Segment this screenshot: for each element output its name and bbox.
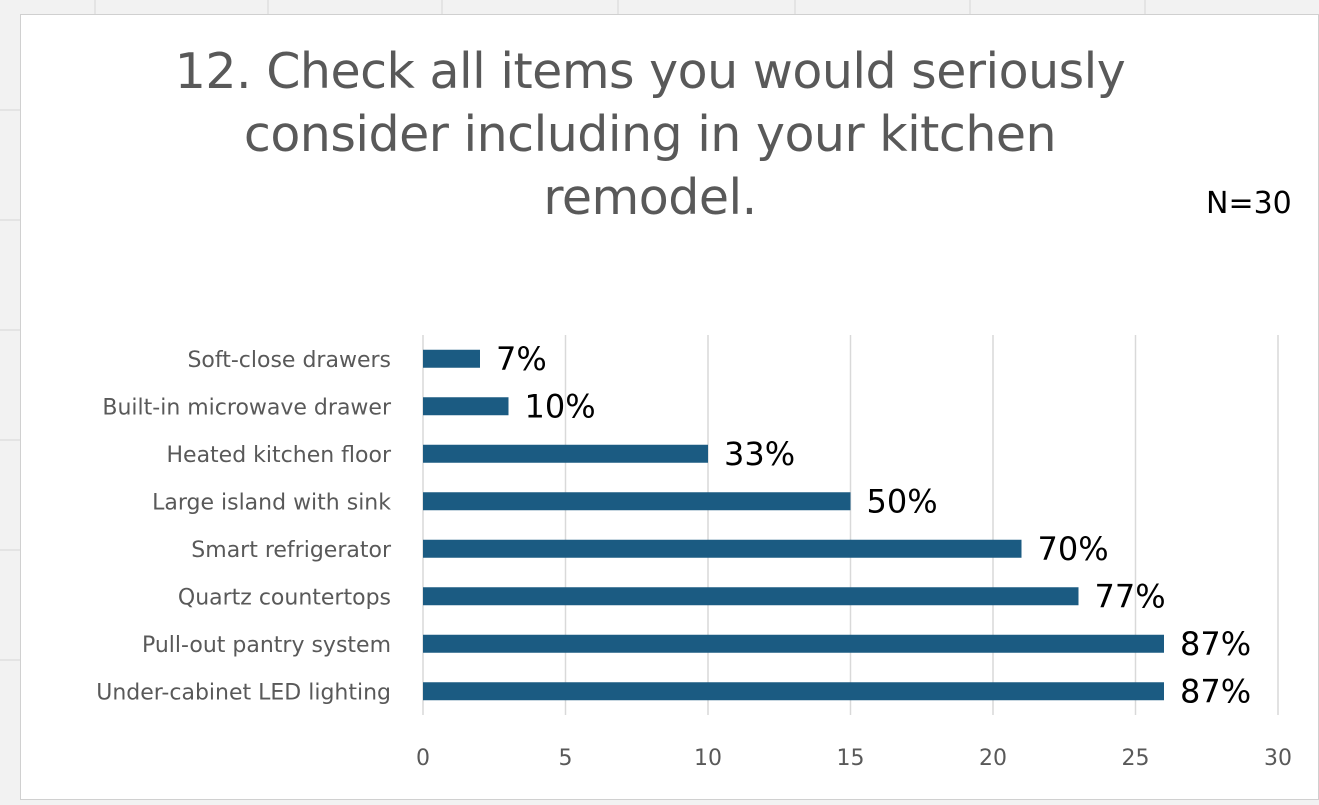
x-tick-label: 15 <box>837 746 865 771</box>
bar <box>423 540 1022 558</box>
data-label: 87% <box>1180 672 1251 710</box>
bar <box>423 587 1079 605</box>
bar <box>423 350 480 368</box>
data-label: 70% <box>1038 530 1109 568</box>
x-tick-label: 30 <box>1264 746 1292 771</box>
category-label: Large island with sink <box>152 490 391 515</box>
category-label: Soft-close drawers <box>187 348 391 373</box>
data-label: 33% <box>724 435 795 473</box>
category-label: Quartz countertops <box>178 585 391 610</box>
data-label: 87% <box>1180 625 1251 663</box>
category-label: Smart refrigerator <box>191 538 392 563</box>
data-label: 7% <box>496 340 547 378</box>
bar <box>423 445 708 463</box>
category-label: Under-cabinet LED lighting <box>96 680 391 705</box>
x-tick-label: 20 <box>979 746 1007 771</box>
x-tick-label: 5 <box>559 746 573 771</box>
data-label: 50% <box>867 482 938 520</box>
bar <box>423 635 1164 653</box>
x-tick-label: 10 <box>694 746 722 771</box>
bar <box>423 492 851 510</box>
category-label: Built-in microwave drawer <box>102 395 392 420</box>
bar <box>423 682 1164 700</box>
data-label: 77% <box>1095 577 1166 615</box>
x-tick-label: 0 <box>416 746 430 771</box>
category-label: Pull-out pantry system <box>142 633 391 658</box>
bar <box>423 397 509 415</box>
data-label: 10% <box>525 387 596 425</box>
category-label: Heated kitchen floor <box>167 443 392 468</box>
x-tick-label: 25 <box>1122 746 1150 771</box>
